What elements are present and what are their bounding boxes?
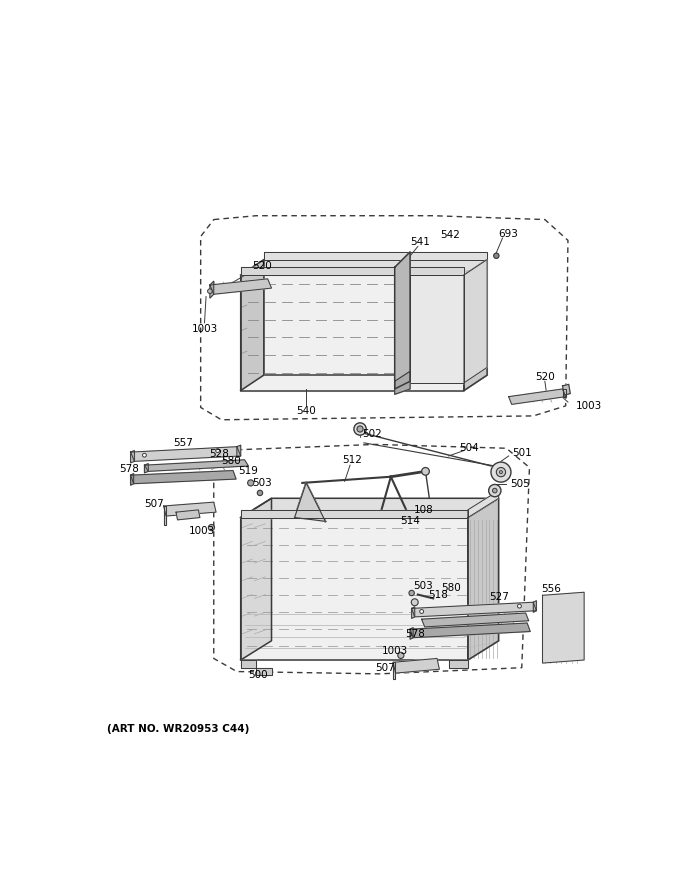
Polygon shape (164, 506, 166, 525)
Text: 503: 503 (252, 478, 272, 488)
Circle shape (499, 471, 503, 473)
Text: 108: 108 (413, 505, 433, 515)
Circle shape (492, 488, 497, 493)
Circle shape (208, 524, 214, 531)
Polygon shape (562, 389, 566, 397)
Text: 527: 527 (489, 592, 509, 602)
Polygon shape (237, 445, 241, 458)
Text: 1003: 1003 (189, 526, 216, 537)
Polygon shape (410, 623, 530, 638)
Polygon shape (241, 498, 271, 660)
Text: 505: 505 (510, 480, 530, 489)
Polygon shape (256, 668, 271, 676)
Polygon shape (164, 502, 216, 516)
Text: 542: 542 (440, 230, 460, 240)
Polygon shape (241, 517, 468, 660)
Text: 580: 580 (222, 457, 241, 466)
Circle shape (517, 605, 522, 608)
Polygon shape (241, 641, 498, 660)
Polygon shape (411, 602, 537, 617)
Text: 519: 519 (239, 466, 258, 475)
Circle shape (411, 598, 418, 605)
Text: 557: 557 (173, 438, 193, 448)
Circle shape (409, 590, 414, 596)
Text: 1003: 1003 (191, 324, 218, 334)
Text: 520: 520 (535, 371, 555, 382)
Circle shape (491, 462, 511, 482)
Polygon shape (509, 389, 566, 404)
Circle shape (354, 422, 367, 435)
Text: 503: 503 (413, 581, 433, 591)
Polygon shape (241, 660, 256, 668)
Polygon shape (449, 660, 468, 668)
Polygon shape (144, 464, 148, 473)
Polygon shape (468, 498, 498, 660)
Text: 504: 504 (460, 444, 479, 453)
Circle shape (248, 480, 254, 486)
Polygon shape (543, 592, 584, 664)
Polygon shape (176, 510, 200, 520)
Polygon shape (131, 447, 241, 461)
Circle shape (207, 289, 212, 293)
Text: 507: 507 (375, 663, 395, 672)
Text: 514: 514 (400, 517, 420, 526)
Circle shape (398, 652, 404, 658)
Polygon shape (241, 268, 464, 275)
Circle shape (496, 467, 505, 477)
Polygon shape (241, 510, 468, 517)
Text: 578: 578 (405, 629, 424, 639)
Polygon shape (264, 252, 487, 260)
Polygon shape (393, 658, 439, 673)
Polygon shape (393, 663, 396, 679)
Polygon shape (394, 371, 410, 394)
Polygon shape (144, 459, 248, 472)
Polygon shape (241, 498, 498, 517)
Text: 541: 541 (410, 237, 430, 247)
Polygon shape (562, 385, 571, 395)
Polygon shape (464, 260, 487, 383)
Polygon shape (410, 275, 464, 383)
Polygon shape (422, 613, 528, 627)
Text: 518: 518 (428, 590, 447, 600)
Circle shape (422, 467, 429, 475)
Circle shape (257, 490, 262, 495)
Circle shape (489, 484, 501, 496)
Text: 520: 520 (252, 260, 272, 271)
Polygon shape (294, 483, 326, 521)
Circle shape (494, 253, 499, 259)
Polygon shape (241, 260, 264, 391)
Polygon shape (264, 260, 487, 375)
Polygon shape (410, 627, 413, 639)
Polygon shape (210, 279, 271, 294)
Text: 693: 693 (498, 229, 519, 239)
Polygon shape (394, 252, 410, 389)
Polygon shape (131, 473, 134, 485)
Text: 501: 501 (513, 448, 532, 458)
Polygon shape (464, 260, 487, 391)
Circle shape (357, 426, 363, 432)
Polygon shape (241, 275, 464, 391)
Circle shape (143, 453, 146, 457)
Text: 1003: 1003 (381, 646, 408, 656)
Text: 580: 580 (441, 583, 461, 592)
Polygon shape (533, 601, 537, 612)
Text: 1003: 1003 (576, 401, 602, 411)
Text: 528: 528 (209, 449, 229, 458)
Polygon shape (241, 375, 487, 391)
Text: 578: 578 (119, 464, 139, 474)
Text: 502: 502 (362, 429, 381, 439)
Circle shape (420, 610, 424, 613)
Text: 500: 500 (248, 671, 267, 680)
Polygon shape (131, 471, 236, 484)
Text: (ART NO. WR20953 C44): (ART NO. WR20953 C44) (107, 724, 250, 734)
Polygon shape (210, 282, 214, 298)
Polygon shape (411, 607, 415, 619)
Text: 540: 540 (296, 407, 316, 416)
Text: 556: 556 (541, 584, 561, 594)
Text: 507: 507 (143, 500, 164, 510)
Polygon shape (131, 451, 135, 463)
Text: 512: 512 (343, 455, 362, 465)
Polygon shape (468, 491, 498, 517)
Circle shape (216, 449, 220, 452)
